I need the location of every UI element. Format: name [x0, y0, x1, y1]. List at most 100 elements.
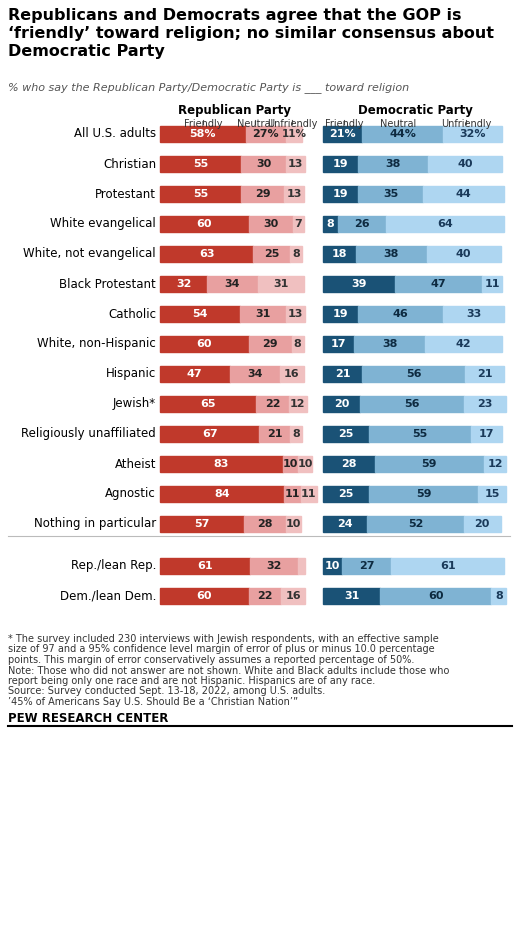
Text: Protestant: Protestant	[95, 188, 156, 201]
Bar	[464, 396, 506, 412]
Text: 31: 31	[255, 309, 270, 319]
Text: 11: 11	[301, 489, 317, 499]
Text: 25: 25	[339, 429, 354, 439]
Bar	[160, 186, 241, 202]
Bar	[491, 588, 506, 604]
Bar	[392, 558, 504, 574]
Text: 16: 16	[285, 591, 301, 601]
Text: 21%: 21%	[329, 129, 356, 139]
Bar	[160, 336, 249, 352]
Text: 32: 32	[176, 279, 191, 289]
Bar	[478, 486, 506, 502]
Text: 21: 21	[477, 369, 492, 379]
Bar	[160, 516, 244, 532]
Text: 29: 29	[255, 189, 271, 199]
Text: 44%: 44%	[389, 129, 416, 139]
Bar	[323, 486, 369, 502]
Bar	[362, 366, 465, 382]
Bar	[323, 456, 375, 472]
Text: 30: 30	[256, 159, 271, 169]
Bar	[443, 306, 504, 322]
Bar	[290, 246, 302, 262]
Text: 28: 28	[341, 459, 357, 469]
Bar	[323, 588, 380, 604]
Text: 27: 27	[359, 561, 374, 571]
Text: 10: 10	[297, 459, 313, 469]
Text: ’45% of Americans Say U.S. Should Be a ‘Christian Nation’”: ’45% of Americans Say U.S. Should Be a ‘…	[8, 697, 298, 707]
Text: 12: 12	[290, 399, 305, 409]
Bar	[358, 306, 443, 322]
Text: Jewish*: Jewish*	[113, 397, 156, 410]
Text: size of 97 and a 95% confidence level margin of error of plus or minus 10.0 perc: size of 97 and a 95% confidence level ma…	[8, 644, 435, 655]
Bar	[293, 216, 304, 232]
Text: 47: 47	[431, 279, 447, 289]
Bar	[259, 426, 290, 442]
Bar	[362, 126, 443, 142]
Text: 33: 33	[466, 309, 482, 319]
Text: 8: 8	[495, 591, 503, 601]
Bar	[207, 276, 258, 292]
Text: 55: 55	[193, 159, 209, 169]
Bar	[484, 456, 506, 472]
Bar	[464, 516, 501, 532]
Text: 60: 60	[197, 591, 212, 601]
Text: 25: 25	[264, 249, 279, 259]
Text: 13: 13	[288, 159, 303, 169]
Text: 11%: 11%	[281, 129, 306, 139]
Text: 19: 19	[333, 189, 348, 199]
Text: * The survey included 230 interviews with Jewish respondents, with an effective : * The survey included 230 interviews wit…	[8, 634, 439, 644]
Bar	[258, 276, 304, 292]
Bar	[244, 516, 286, 532]
Text: Friendly: Friendly	[184, 119, 222, 129]
Text: Friendly: Friendly	[325, 119, 363, 129]
Text: 19: 19	[333, 309, 348, 319]
Bar	[281, 588, 305, 604]
Bar	[323, 396, 360, 412]
Text: 13: 13	[286, 189, 302, 199]
Text: 54: 54	[192, 309, 207, 319]
Text: Unfriendly: Unfriendly	[441, 119, 491, 129]
Text: Catholic: Catholic	[108, 308, 156, 321]
Bar	[286, 306, 305, 322]
Text: PEW RESEARCH CENTER: PEW RESEARCH CENTER	[8, 711, 168, 724]
Bar	[160, 246, 253, 262]
Bar	[471, 426, 502, 442]
Text: Neutral: Neutral	[380, 119, 416, 129]
Text: 39: 39	[352, 279, 367, 289]
Text: 56: 56	[404, 399, 420, 409]
Text: 8: 8	[327, 219, 334, 229]
Text: Nothing in particular: Nothing in particular	[34, 517, 156, 530]
Text: All U.S. adults: All U.S. adults	[74, 127, 156, 140]
Text: White, not evangelical: White, not evangelical	[23, 247, 156, 260]
Text: 8: 8	[294, 339, 302, 349]
Text: 60: 60	[197, 339, 212, 349]
Bar	[358, 156, 428, 172]
Bar	[323, 516, 368, 532]
Bar	[297, 558, 305, 574]
Bar	[369, 426, 471, 442]
Text: Black Protestant: Black Protestant	[59, 277, 156, 290]
Text: 22: 22	[265, 399, 280, 409]
Text: Dem./lean Dem.: Dem./lean Dem.	[60, 590, 156, 603]
Bar	[286, 156, 305, 172]
Bar	[342, 558, 392, 574]
Bar	[323, 276, 395, 292]
Bar	[160, 276, 207, 292]
Bar	[368, 516, 464, 532]
Text: 32: 32	[266, 561, 282, 571]
Text: 15: 15	[485, 489, 500, 499]
Text: 21: 21	[267, 429, 282, 439]
Bar	[253, 246, 290, 262]
Bar	[280, 366, 304, 382]
Bar	[465, 366, 504, 382]
Bar	[428, 156, 502, 172]
Text: 55: 55	[412, 429, 428, 439]
Bar	[249, 588, 281, 604]
Text: Neutral: Neutral	[237, 119, 274, 129]
Text: 40: 40	[458, 159, 473, 169]
Bar	[323, 558, 342, 574]
Bar	[395, 276, 482, 292]
Bar	[323, 126, 362, 142]
Bar	[160, 126, 246, 142]
Text: 25: 25	[339, 489, 354, 499]
